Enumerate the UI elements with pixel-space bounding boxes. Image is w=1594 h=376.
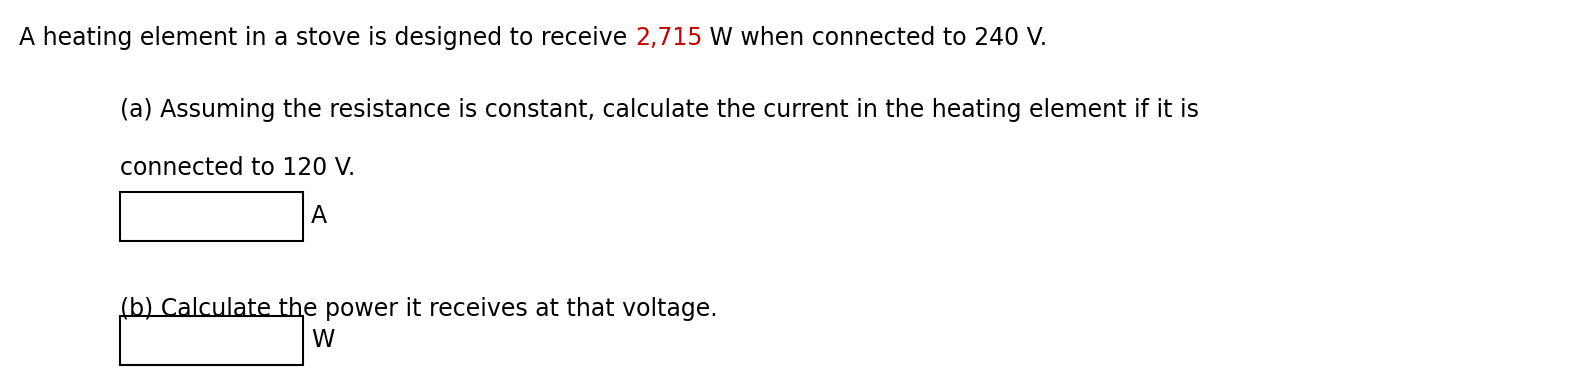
Text: W when connected to 240 V.: W when connected to 240 V. (703, 26, 1047, 50)
Text: A heating element in a stove is designed to receive: A heating element in a stove is designed… (19, 26, 634, 50)
Text: W: W (311, 328, 335, 352)
Text: connected to 120 V.: connected to 120 V. (120, 156, 355, 180)
Text: 2,715: 2,715 (634, 26, 703, 50)
Text: A: A (311, 204, 327, 228)
Text: (b) Calculate the power it receives at that voltage.: (b) Calculate the power it receives at t… (120, 297, 717, 321)
Text: (a) Assuming the resistance is constant, calculate the current in the heating el: (a) Assuming the resistance is constant,… (120, 98, 1199, 122)
